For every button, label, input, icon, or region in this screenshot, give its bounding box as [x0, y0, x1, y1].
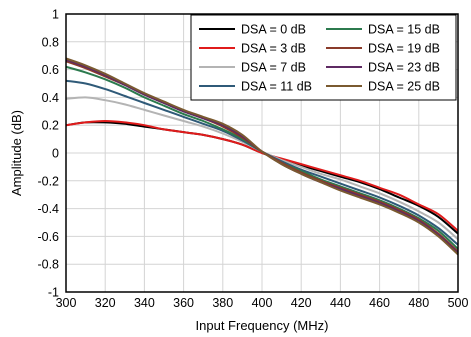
x-tick-label: 420: [291, 296, 312, 310]
x-tick-label: 440: [330, 296, 351, 310]
y-tick-label: 0.8: [42, 35, 59, 49]
x-tick-label: 380: [212, 296, 233, 310]
x-tick-label: 360: [173, 296, 194, 310]
legend-entry: DSA = 23 dB: [368, 61, 440, 75]
y-tick-label: -0.8: [37, 258, 59, 272]
x-tick-label: 500: [448, 296, 469, 310]
y-tick-label: -1: [48, 286, 59, 300]
series-lines: [65, 57, 459, 256]
y-tick-label: 0.6: [42, 63, 59, 77]
y-axis-label: Amplitude (dB): [9, 110, 24, 196]
x-axis-label: Input Frequency (MHz): [196, 318, 329, 333]
legend-entry: DSA = 7 dB: [241, 61, 306, 75]
series-line: [65, 120, 459, 232]
series-line: [65, 57, 459, 256]
y-tick-labels: 1 0.8 0.6 0.4 0.2 0 -0.2 -0.4 -0.6 -0.8 -1: [37, 8, 59, 300]
plot-frame: [65, 13, 459, 293]
legend-entry: DSA = 11 dB: [241, 80, 312, 94]
x-tick-label: 460: [369, 296, 390, 310]
y-tick-label: -0.2: [37, 174, 59, 188]
legend-entry: DSA = 19 dB: [368, 42, 440, 56]
x-tick-label: 320: [95, 296, 116, 310]
y-tick-label: -0.6: [37, 230, 59, 244]
legend: DSA = 0 dB DSA = 3 dB DSA = 7 dB DSA = 11 d…: [190, 14, 457, 101]
y-tick-label: 0: [52, 147, 59, 161]
legend-entry: DSA = 15 dB: [368, 23, 440, 37]
y-tick-label: 0.2: [42, 119, 59, 133]
legend-entry: DSA = 0 dB: [241, 23, 306, 37]
x-tick-labels: 300 320 340 360 380 400 420 440 460 480 500: [56, 296, 469, 310]
x-tick-label: 400: [252, 296, 273, 310]
x-tick-label: 480: [408, 296, 429, 310]
legend-entry: DSA = 3 dB: [241, 42, 306, 56]
y-tick-label: 0.4: [42, 91, 59, 105]
x-tick-label: 300: [56, 296, 77, 310]
y-tick-label: 1: [52, 8, 59, 22]
x-tick-label: 340: [134, 296, 155, 310]
legend-entry: DSA = 25 dB: [368, 80, 440, 94]
legend-box: [190, 14, 457, 101]
y-tick-label: -0.4: [37, 202, 59, 216]
